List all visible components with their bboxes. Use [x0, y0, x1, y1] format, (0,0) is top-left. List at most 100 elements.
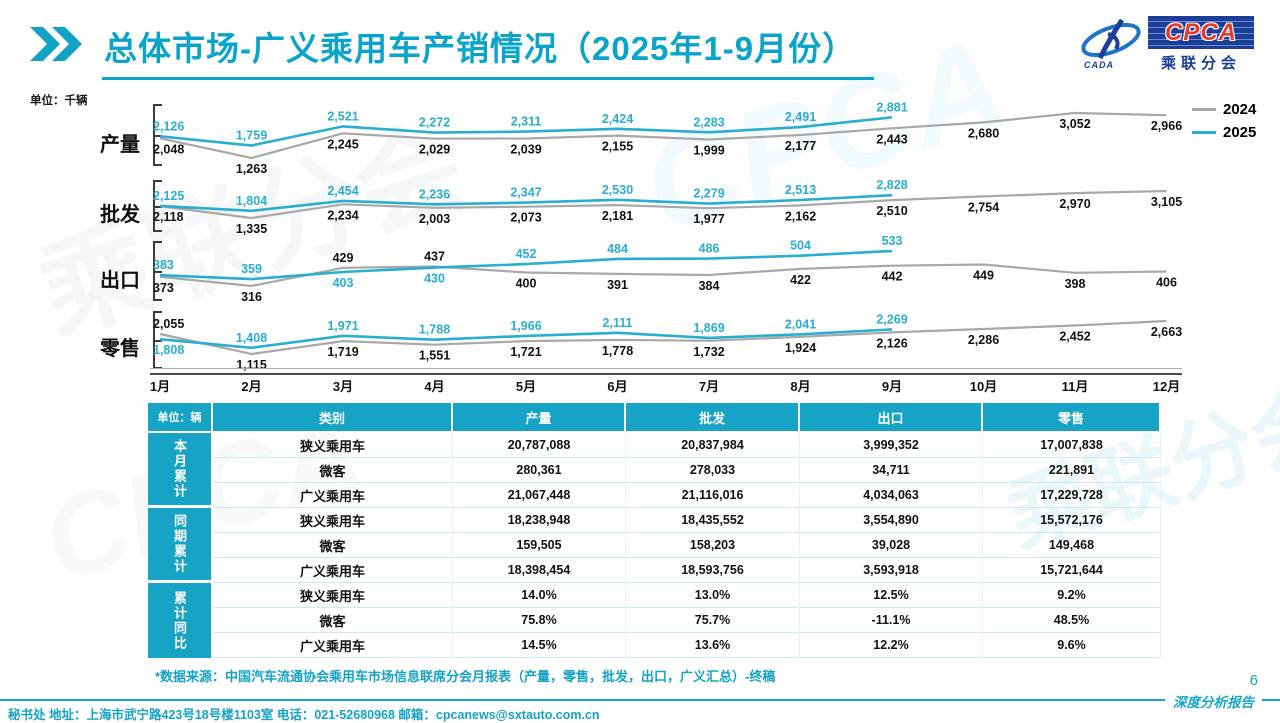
month-label-2: 2月: [241, 379, 262, 394]
value-label: 1,924: [785, 341, 816, 355]
value-label: 2,029: [419, 143, 450, 157]
month-label-10: 10月: [969, 379, 998, 394]
value-label: 2,311: [511, 115, 542, 129]
line-chart-产量: 2,126 2,048 1,759 1,263 2,521 2,245 2,272 2,029…: [153, 100, 1182, 176]
value-label: 430: [424, 272, 445, 286]
value-label: 2,126: [153, 119, 184, 133]
table-value-cell: 48.5%: [983, 608, 1161, 633]
table-group-label: 同期累计: [148, 508, 213, 583]
value-label: 2,286: [968, 333, 999, 347]
bracket-tick: [155, 164, 162, 166]
table-value-cell: 18,593,756: [626, 558, 800, 583]
value-label: 2,452: [1059, 330, 1090, 344]
value-label: 1,759: [236, 129, 267, 143]
value-label: 437: [424, 250, 445, 264]
value-label: 383: [153, 258, 174, 272]
table-value-cell: 34,711: [800, 458, 983, 483]
table-category-cell: 微客: [213, 608, 453, 633]
table-value-cell: 39,028: [800, 533, 983, 558]
panel-label-零售: 零售: [100, 338, 140, 360]
table-category-cell: 广义乘用车: [213, 483, 453, 508]
value-label: 1,551: [419, 349, 450, 363]
line-chart-零售: 2,0551,8081,4081,1151,9711,7191,7881,551…: [153, 312, 1182, 372]
value-label: 2,454: [327, 184, 358, 198]
header: 总体市场-广义乘用车产销情况（2025年1-9月份） CADA CPCA 乘联分…: [0, 0, 1280, 86]
value-label: 2,521: [327, 109, 358, 123]
value-label: 2,680: [968, 126, 999, 140]
value-label: 1,778: [602, 344, 633, 358]
bracket-tick: [155, 230, 162, 232]
table-category-cell: 微客: [213, 533, 453, 558]
value-label: 2,048: [153, 142, 184, 156]
table-value-cell: 20,837,984: [626, 433, 800, 458]
bracket-tick: [155, 241, 162, 243]
value-label: 1,263: [236, 162, 267, 176]
panel-label-出口: 出口: [100, 270, 140, 292]
value-label: 1,804: [236, 194, 267, 208]
logo-swoosh-icon: CADA: [1078, 16, 1144, 70]
month-label-12: 12月: [1152, 379, 1181, 394]
bracket-tick: [155, 180, 162, 182]
bracket-tick: [155, 135, 162, 137]
double-chevron-icon: [30, 27, 82, 61]
table-category-cell: 狭义乘用车: [213, 508, 453, 533]
value-label: 2,162: [785, 209, 816, 223]
table-value-cell: 17,007,838: [983, 433, 1161, 458]
value-label: 2,279: [693, 187, 724, 201]
legend-item-2025: 2025: [1192, 121, 1256, 144]
table-value-cell: 15,572,176: [983, 508, 1161, 533]
value-label: 2,491: [785, 110, 816, 124]
legend-label-2024: 2024: [1223, 101, 1257, 118]
table-value-cell: 75.7%: [626, 608, 800, 633]
bracket-tick: [155, 104, 162, 106]
series-2024-line: [159, 111, 1167, 160]
legend-label-2025: 2025: [1223, 124, 1257, 141]
line-chart-批发: 2,125 2,118 1,804 1,335 2,454 2,234 2,236 2,003…: [153, 178, 1182, 236]
value-label: 1,999: [693, 144, 724, 158]
table-value-cell: 13.6%: [626, 633, 800, 658]
value-label: 1,408: [236, 331, 267, 345]
value-label: 2,443: [876, 132, 907, 146]
logo-text-block: CPCA 乘联分会: [1148, 16, 1254, 73]
value-label: 2,125: [153, 189, 184, 203]
table-value-cell: 21,067,448: [453, 483, 626, 508]
value-label: 2,510: [876, 204, 907, 218]
table-col-header-5: 零售: [983, 403, 1161, 433]
footer-rule: [0, 699, 1280, 701]
value-label: 316: [241, 290, 262, 304]
month-axis: 1月 2月 3月 4月 5月 6月 7月 8月 9月 10月 11月 12月: [150, 376, 1182, 394]
table-value-cell: 20,787,088: [453, 433, 626, 458]
value-label: 1,971: [327, 319, 358, 333]
table-value-cell: 17,229,728: [983, 483, 1161, 508]
x-axis-line: [150, 368, 1182, 375]
axis-bracket: [153, 241, 163, 301]
value-label: 2,828: [876, 178, 907, 192]
axis-bracket: [153, 104, 163, 166]
value-label: 2,181: [602, 209, 633, 223]
value-label: 2,347: [510, 186, 541, 200]
table-value-cell: 12.2%: [800, 633, 983, 658]
table-value-cell: 278,033: [626, 458, 800, 483]
page-number: 6: [1249, 672, 1258, 689]
month-label-7: 7月: [698, 379, 720, 394]
table-category-cell: 狭义乘用车: [213, 583, 453, 608]
month-label-5: 5月: [515, 379, 537, 394]
summary-table: 单位：辆 类别 产量 批发 出口 零售 本月累计 狭义乘用车 20,787,088 20,837,…: [148, 403, 1161, 658]
value-label: 442: [882, 270, 903, 284]
value-label: 1,732: [693, 345, 724, 359]
value-label: 2,234: [327, 208, 358, 222]
table-value-cell: 280,361: [453, 458, 626, 483]
value-label: 359: [241, 262, 262, 276]
value-label: 2,041: [785, 317, 816, 331]
cpca-logo: CADA CPCA 乘联分会: [1078, 16, 1254, 73]
legend-swatch-2024: [1192, 108, 1216, 111]
value-label: 384: [699, 279, 720, 293]
chart-legend: 2024 2025: [1192, 98, 1256, 144]
table-value-cell: 4,034,063: [800, 483, 983, 508]
value-label: 2,881: [876, 100, 907, 114]
value-label: 504: [790, 239, 811, 253]
month-label-11: 11月: [1061, 379, 1089, 394]
table-value-cell: 3,554,890: [800, 508, 983, 533]
value-label: 1,808: [153, 343, 184, 357]
